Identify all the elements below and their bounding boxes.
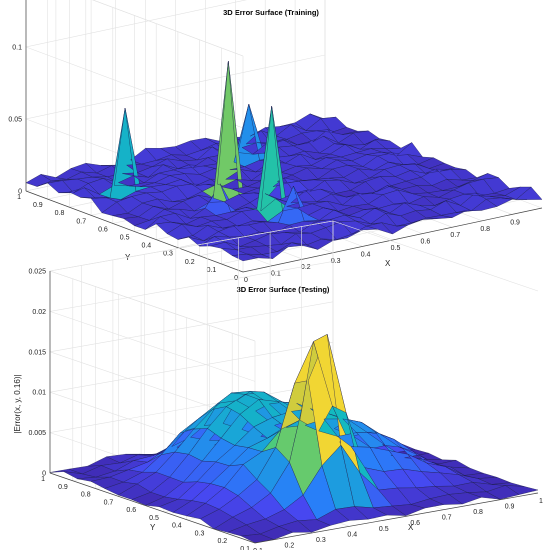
y-tick-label: 0.3 xyxy=(163,251,173,258)
surface-facet xyxy=(516,186,543,200)
x-axis-label: X xyxy=(408,523,414,532)
y-tick-label: 0.5 xyxy=(120,235,130,242)
x-tick-label: 0 xyxy=(244,277,248,284)
surface xyxy=(25,60,543,262)
z-tick-label: 0.005 xyxy=(28,430,46,437)
y-tick-label: 0.6 xyxy=(98,226,108,233)
z-axis-label: |Error(x, y, 0.16)| xyxy=(13,374,22,433)
y-tick-label: 0.1 xyxy=(240,546,250,550)
z-tick-label: 0.015 xyxy=(28,349,46,356)
x-tick-label: 0.9 xyxy=(510,219,520,226)
y-tick-label: 1 xyxy=(41,476,45,483)
chart-title: 3D Error Surface (Training) xyxy=(223,8,319,17)
y-axis-line xyxy=(25,190,244,273)
gridline-z xyxy=(49,261,334,382)
chart-title: 3D Error Surface (Testing) xyxy=(237,285,330,294)
z-tick-label: 0.025 xyxy=(28,269,46,276)
z-tick-label: 0.01 xyxy=(32,390,46,397)
x-tick-label: 0.8 xyxy=(480,226,490,233)
x-tick-label: 0.1 xyxy=(271,271,281,278)
x-tick-label: 0.5 xyxy=(379,526,389,533)
z-tick-label: 0.02 xyxy=(32,309,46,316)
y-tick-label: 0.5 xyxy=(149,515,159,522)
z-tick-label: 0 xyxy=(18,189,22,196)
x-tick-label: 0.2 xyxy=(301,264,311,271)
y-tick-label: 0.3 xyxy=(195,530,205,537)
y-tick-label: 0.7 xyxy=(104,499,114,506)
x-tick-label: 0.5 xyxy=(391,245,401,252)
chart-testing: 3D Error Surface (Testing) 0.10.20.30.40… xyxy=(13,220,543,550)
chart-training: 3D Error Surface (Training) 00.10.20.30.… xyxy=(8,0,543,284)
surface-facet xyxy=(505,485,539,495)
x-tick-label: 0.7 xyxy=(442,515,452,522)
x-tick-label: 0.3 xyxy=(316,537,326,544)
x-tick-label: 0.7 xyxy=(450,232,460,239)
y-tick-label: 0.6 xyxy=(126,507,136,514)
y-tick-label: 0.1 xyxy=(207,267,217,274)
y-tick-label: 0.8 xyxy=(81,492,91,499)
x-tick-label: 0.6 xyxy=(410,520,420,527)
y-tick-label: 0.4 xyxy=(172,523,182,530)
y-tick-label: 0.4 xyxy=(141,243,151,250)
x-tick-label: 0.1 xyxy=(253,548,263,550)
x-axis-line xyxy=(254,492,539,544)
z-tick-label: 0.05 xyxy=(8,117,22,124)
y-tick-label: 0.7 xyxy=(76,218,86,225)
x-tick-label: 0.6 xyxy=(421,239,431,246)
x-tick-label: 1 xyxy=(539,498,543,505)
y-axis-label: Y xyxy=(150,523,156,532)
y-tick-label: 1 xyxy=(17,194,21,201)
x-axis-line xyxy=(242,207,543,273)
x-tick-label: 0.2 xyxy=(285,542,295,549)
axes: 0.1 0.2 0.3 0.4 0.5 0.6 0.7 0.8 0.9 1 0.1 0.2 0.3 0.4… xyxy=(28,269,543,550)
y-tick-label: 0.9 xyxy=(33,202,43,209)
x-tick-label: 0.3 xyxy=(331,258,341,265)
y-tick-label: 0.8 xyxy=(55,210,65,217)
x-tick-label: 0.4 xyxy=(361,251,371,258)
x-axis-label: X xyxy=(385,259,391,268)
y-tick-label: 0.2 xyxy=(185,259,195,266)
right-wall-frame xyxy=(332,220,539,292)
z-tick-label: 0 xyxy=(42,471,46,478)
y-tick-label: 0.2 xyxy=(217,538,227,545)
x-tick-label: 0.9 xyxy=(505,504,515,511)
y-tick-label: 0.9 xyxy=(58,484,68,491)
x-tick-label: 0.8 xyxy=(473,509,483,516)
y-axis-line xyxy=(49,472,256,544)
surface xyxy=(49,334,539,543)
axes: 00.10.20.30.40.50.60.70.80.9100.10.20.30… xyxy=(8,0,543,284)
z-tick-label: 0.1 xyxy=(12,45,22,52)
x-tick-label: 0.4 xyxy=(347,531,357,538)
gridline-z xyxy=(92,0,244,57)
